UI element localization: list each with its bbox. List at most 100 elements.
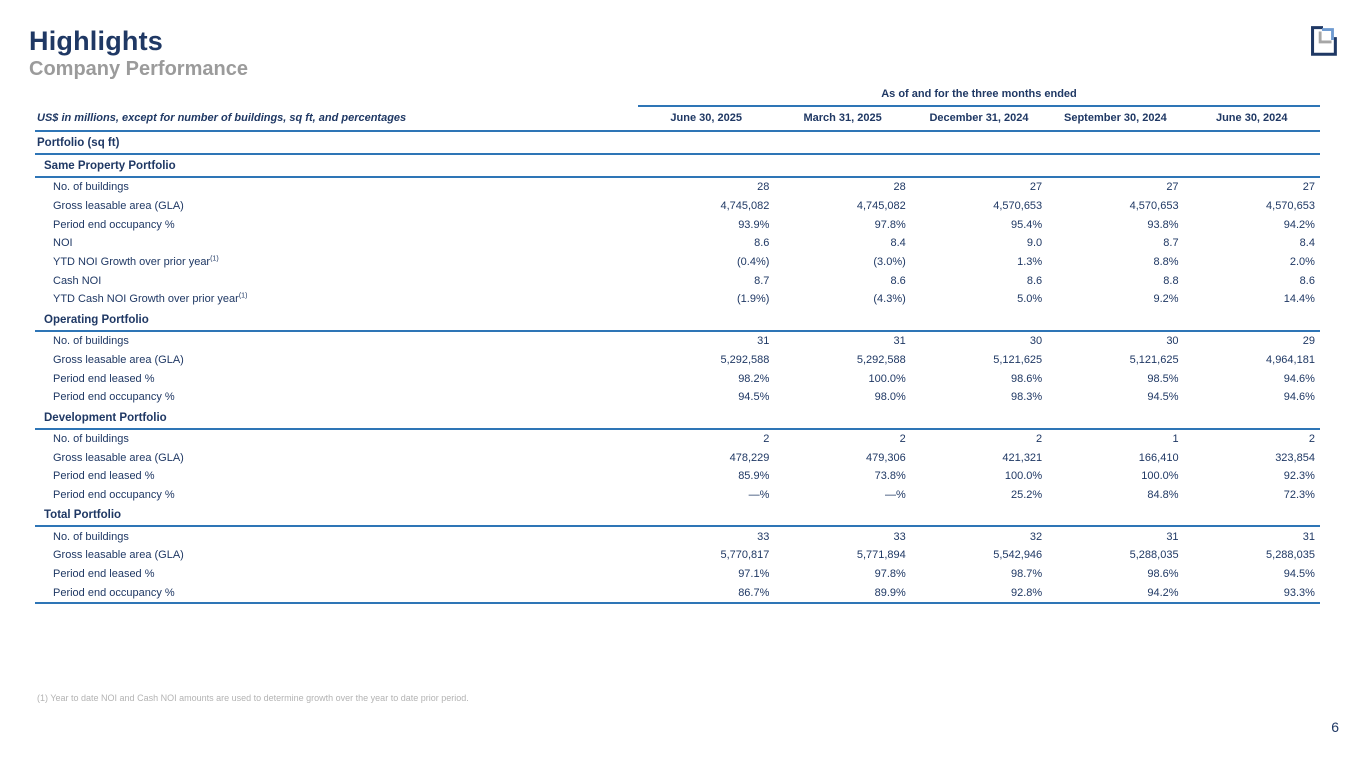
table-cell: 72.3% — [1283, 488, 1315, 501]
table-cell: 8.7 — [754, 274, 770, 287]
table-row: No. of buildings 28 28 27 27 27 — [35, 178, 1320, 197]
table-row: Period end occupancy % —% —% 25.2% 84.8% 72.3… — [35, 486, 1320, 505]
table-cell: 98.6% — [1010, 372, 1043, 385]
row-label: No. of buildings — [53, 181, 129, 194]
section-title: Operating Portfolio — [35, 309, 1320, 332]
table-cell: 4,745,082 — [856, 200, 906, 213]
table-cell: (0.4%) — [736, 256, 770, 269]
table-row: Period end leased % 98.2% 100.0% 98.6% 98.5%… — [35, 369, 1320, 388]
table-cell: 31 — [893, 335, 906, 348]
table-cell: 95.4% — [1010, 218, 1043, 231]
row-label: Gross leasable area (GLA) — [53, 451, 184, 464]
table-cell: 28 — [757, 181, 770, 194]
table-cell: 5,292,588 — [856, 353, 906, 366]
table-cell: 8.6 — [1026, 274, 1043, 287]
table-cell: 98.2% — [738, 372, 770, 385]
row-label: Gross leasable area (GLA) — [53, 200, 184, 213]
table-cell: 97.1% — [738, 568, 770, 581]
row-label: Period end occupancy % — [53, 488, 175, 501]
section-title: Total Portfolio — [35, 504, 1320, 528]
row-label: YTD NOI Growth over prior year(1) — [53, 255, 219, 269]
table-cell: 31 — [1166, 530, 1179, 543]
table-cell: 31 — [757, 335, 770, 348]
table-cell: 98.7% — [1010, 568, 1043, 581]
table-row: Period end occupancy % 94.5% 98.0% 98.3% 94.… — [35, 388, 1320, 407]
table-body: Portfolio (sq ft) Same Property Portfolio… — [35, 132, 1320, 602]
table-cell: 5,288,035 — [1129, 549, 1179, 562]
row-label: No. of buildings — [53, 335, 129, 348]
table-row: Period end occupancy % 86.7% 89.9% 92.8% 94.… — [35, 583, 1320, 602]
table-cell: 166,410 — [1138, 451, 1179, 464]
table-cell: 479,306 — [866, 451, 906, 464]
page-number: 6 — [1331, 719, 1339, 735]
table-span-header: As of and for the three months ended — [638, 88, 1320, 107]
table-cell: 5,770,817 — [720, 549, 770, 562]
table-cell: 25.2% — [1010, 488, 1043, 501]
table-cell: 5,121,625 — [1129, 353, 1179, 366]
table-cell: 5,121,625 — [993, 353, 1043, 366]
table-cell: 92.3% — [1283, 470, 1315, 483]
table-cell: 93.9% — [738, 218, 770, 231]
table-cell: (4.3%) — [873, 293, 906, 306]
table-cell: 478,229 — [729, 451, 770, 464]
table-cell: 33 — [893, 530, 906, 543]
table-cell: 8.4 — [890, 237, 906, 250]
page-subtitle: Company Performance — [29, 58, 248, 80]
table-row: Gross leasable area (GLA) 478,229 479,306 4… — [35, 448, 1320, 467]
table-cell: 89.9% — [874, 586, 906, 599]
table-cell: 94.5% — [1283, 568, 1315, 581]
table-cell: 4,745,082 — [720, 200, 770, 213]
column-header: March 31, 2025 — [803, 112, 882, 124]
table-cell: 30 — [1029, 335, 1043, 348]
table-cell: 5.0% — [1017, 293, 1043, 306]
table-cell: 98.6% — [1147, 568, 1179, 581]
table-cell: 4,570,653 — [1129, 200, 1179, 213]
table-cell: 8.6 — [1299, 274, 1315, 287]
row-label: Period end leased % — [53, 372, 155, 385]
table-cell: 100.0% — [1141, 470, 1179, 483]
table-cell: 30 — [1166, 335, 1179, 348]
table-cell: 8.4 — [1299, 237, 1315, 250]
table-cell: 8.6 — [754, 237, 770, 250]
row-label: Period end occupancy % — [53, 218, 175, 231]
table-cell: 97.8% — [874, 218, 906, 231]
table-cell: 94.5% — [738, 391, 770, 404]
section-title: Development Portfolio — [35, 407, 1320, 430]
table-cell: 8.6 — [890, 274, 906, 287]
table-cell: 86.7% — [738, 586, 770, 599]
table-cell: 27 — [1029, 181, 1043, 194]
table-cell: 93.8% — [1147, 218, 1179, 231]
table-cell: 421,321 — [1002, 451, 1043, 464]
row-label: No. of buildings — [53, 432, 129, 445]
performance-table: As of and for the three months ended US$… — [35, 88, 1320, 605]
table-cell: 29 — [1302, 335, 1315, 348]
table-cell: 94.5% — [1147, 391, 1179, 404]
column-header: December 31, 2024 — [929, 112, 1029, 124]
row-label: Cash NOI — [53, 274, 102, 287]
table-cell: 4,570,653 — [993, 200, 1043, 213]
table-cell: 4,570,653 — [1266, 200, 1315, 213]
table-cell: 2 — [763, 432, 770, 445]
table-row: Period end occupancy % 93.9% 97.8% 95.4% 93.… — [35, 215, 1320, 234]
table-cell: 8.8% — [1153, 256, 1179, 269]
table-row: Gross leasable area (GLA) 5,292,588 5,292,… — [35, 351, 1320, 370]
table-cell: 31 — [1302, 530, 1315, 543]
table-cell: 94.6% — [1283, 391, 1315, 404]
table-cell: 27 — [1302, 181, 1315, 194]
table-cell: 2 — [899, 432, 906, 445]
table-cell: 100.0% — [1004, 470, 1043, 483]
table-cell: 5,542,946 — [993, 549, 1043, 562]
table-bottom-rule — [35, 602, 1320, 605]
section-title: Portfolio (sq ft) — [35, 132, 1320, 155]
table-cell: 94.2% — [1283, 218, 1315, 231]
table-cell: 2 — [1308, 432, 1315, 445]
table-row: Cash NOI 8.7 8.6 8.6 8.8 8.6 — [35, 271, 1320, 290]
table-cell: 100.0% — [868, 372, 906, 385]
column-header-row: US$ in millions, except for number of bu… — [35, 107, 1320, 132]
table-cell: 93.3% — [1283, 586, 1315, 599]
table-cell: 73.8% — [874, 470, 906, 483]
row-label: Gross leasable area (GLA) — [53, 549, 184, 562]
table-cell: 98.3% — [1010, 391, 1043, 404]
row-label: YTD Cash NOI Growth over prior year(1) — [53, 292, 248, 306]
table-cell: 94.6% — [1283, 372, 1315, 385]
